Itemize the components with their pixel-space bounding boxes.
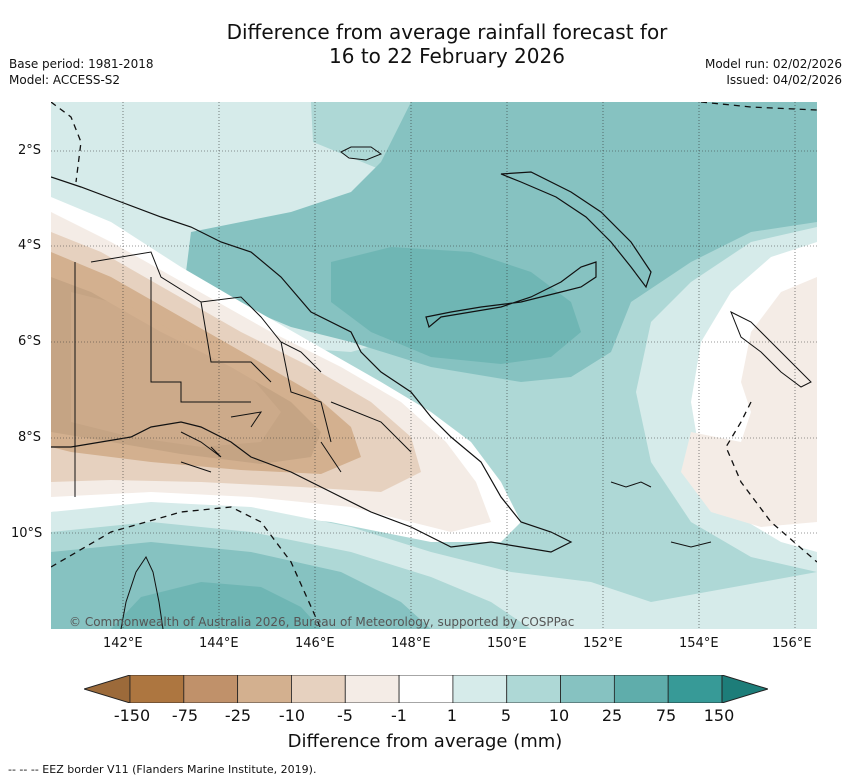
colorbar-tick-label: 25	[601, 706, 623, 725]
manus-island	[340, 146, 383, 161]
colorbar-swatch	[291, 675, 346, 703]
colorbar-tick-label: -75	[171, 706, 199, 725]
eez-border-east	[725, 401, 817, 563]
eez-border-north	[51, 102, 82, 183]
eez-border-west	[51, 506, 322, 629]
field-10-25-north	[186, 102, 817, 382]
field-25-75-bismarck	[331, 247, 581, 364]
province-borders	[90, 251, 412, 473]
bougainville	[730, 310, 812, 388]
new-ireland	[500, 171, 652, 289]
colorbar-tick-label: 10	[548, 706, 570, 725]
lon-label-152e: 152°E	[583, 636, 623, 651]
colorbar-tick-label: -1	[391, 706, 407, 725]
lon-label-144e: 144°E	[199, 636, 239, 651]
eez-border-northeast	[700, 102, 817, 111]
colorbar-tick-label: -25	[224, 706, 252, 725]
colorbar-swatch	[398, 675, 454, 703]
colorbar-tick-label: 150	[703, 706, 735, 725]
issued-date: Issued: 04/02/2026	[726, 73, 842, 87]
new-guinea-coastline	[51, 176, 573, 553]
lon-label-146e: 146°E	[295, 636, 335, 651]
colorbar-swatch	[613, 675, 669, 703]
base-period: Base period: 1981-2018	[9, 57, 154, 71]
field-dry-east	[681, 277, 817, 527]
title-line-2: 16 to 22 February 2026	[329, 44, 565, 68]
lon-label-156e: 156°E	[772, 636, 812, 651]
colorbar-tick-label: 75	[655, 706, 677, 725]
cape-york	[120, 555, 164, 629]
colorbar-tick-label: -10	[278, 706, 306, 725]
louisiade-islands	[610, 481, 712, 548]
lat-label-10s: 10°S	[11, 526, 43, 541]
field-25-75-south	[111, 582, 321, 629]
lon-label-154e: 154°E	[679, 636, 719, 651]
colorbar-tick-label: 5	[500, 706, 512, 725]
copyright-note: © Commonwealth of Australia 2026, Bureau…	[69, 615, 574, 629]
colorbar-swatch	[506, 675, 561, 703]
colorbar-swatch	[344, 675, 400, 703]
colorbar-tick-label: -150	[113, 706, 151, 725]
colorbar-extend-high	[721, 675, 768, 703]
title-line-1: Difference from average rainfall forecas…	[226, 20, 668, 44]
fly-estuary	[180, 411, 263, 473]
eez-legend: -- -- -- EEZ border V11 (Flanders Marine…	[8, 763, 317, 776]
colorbar-title: Difference from average (mm)	[287, 731, 563, 752]
colorbar-tick-label: -5	[337, 706, 353, 725]
graticule	[51, 102, 817, 629]
lat-label-6s: 6°S	[18, 334, 42, 349]
colorbar-swatch	[667, 675, 723, 703]
lon-label-148e: 148°E	[391, 636, 431, 651]
colorbar-swatch	[129, 675, 185, 703]
lon-label-150e: 150°E	[487, 636, 527, 651]
new-britain	[425, 261, 597, 329]
colorbar-swatch	[183, 675, 239, 703]
lat-label-2s: 2°S	[18, 143, 42, 158]
colorbar-swatch	[452, 675, 508, 703]
model-name: Model: ACCESS-S2	[9, 73, 121, 87]
model-run: Model run: 02/02/2026	[704, 57, 842, 71]
colorbar-swatch	[560, 675, 615, 703]
rainfall-anomaly-map: © Commonwealth of Australia 2026, Bureau…	[51, 102, 817, 629]
colorbar-tick-label: 1	[446, 706, 458, 725]
colorbar-extend-low	[84, 675, 131, 703]
lon-label-142e: 142°E	[103, 636, 143, 651]
lat-label-8s: 8°S	[18, 430, 42, 445]
colorbar-swatch	[237, 675, 292, 703]
field-dry-core	[71, 292, 281, 447]
colorbar	[84, 675, 768, 703]
lat-label-4s: 4°S	[18, 238, 42, 253]
